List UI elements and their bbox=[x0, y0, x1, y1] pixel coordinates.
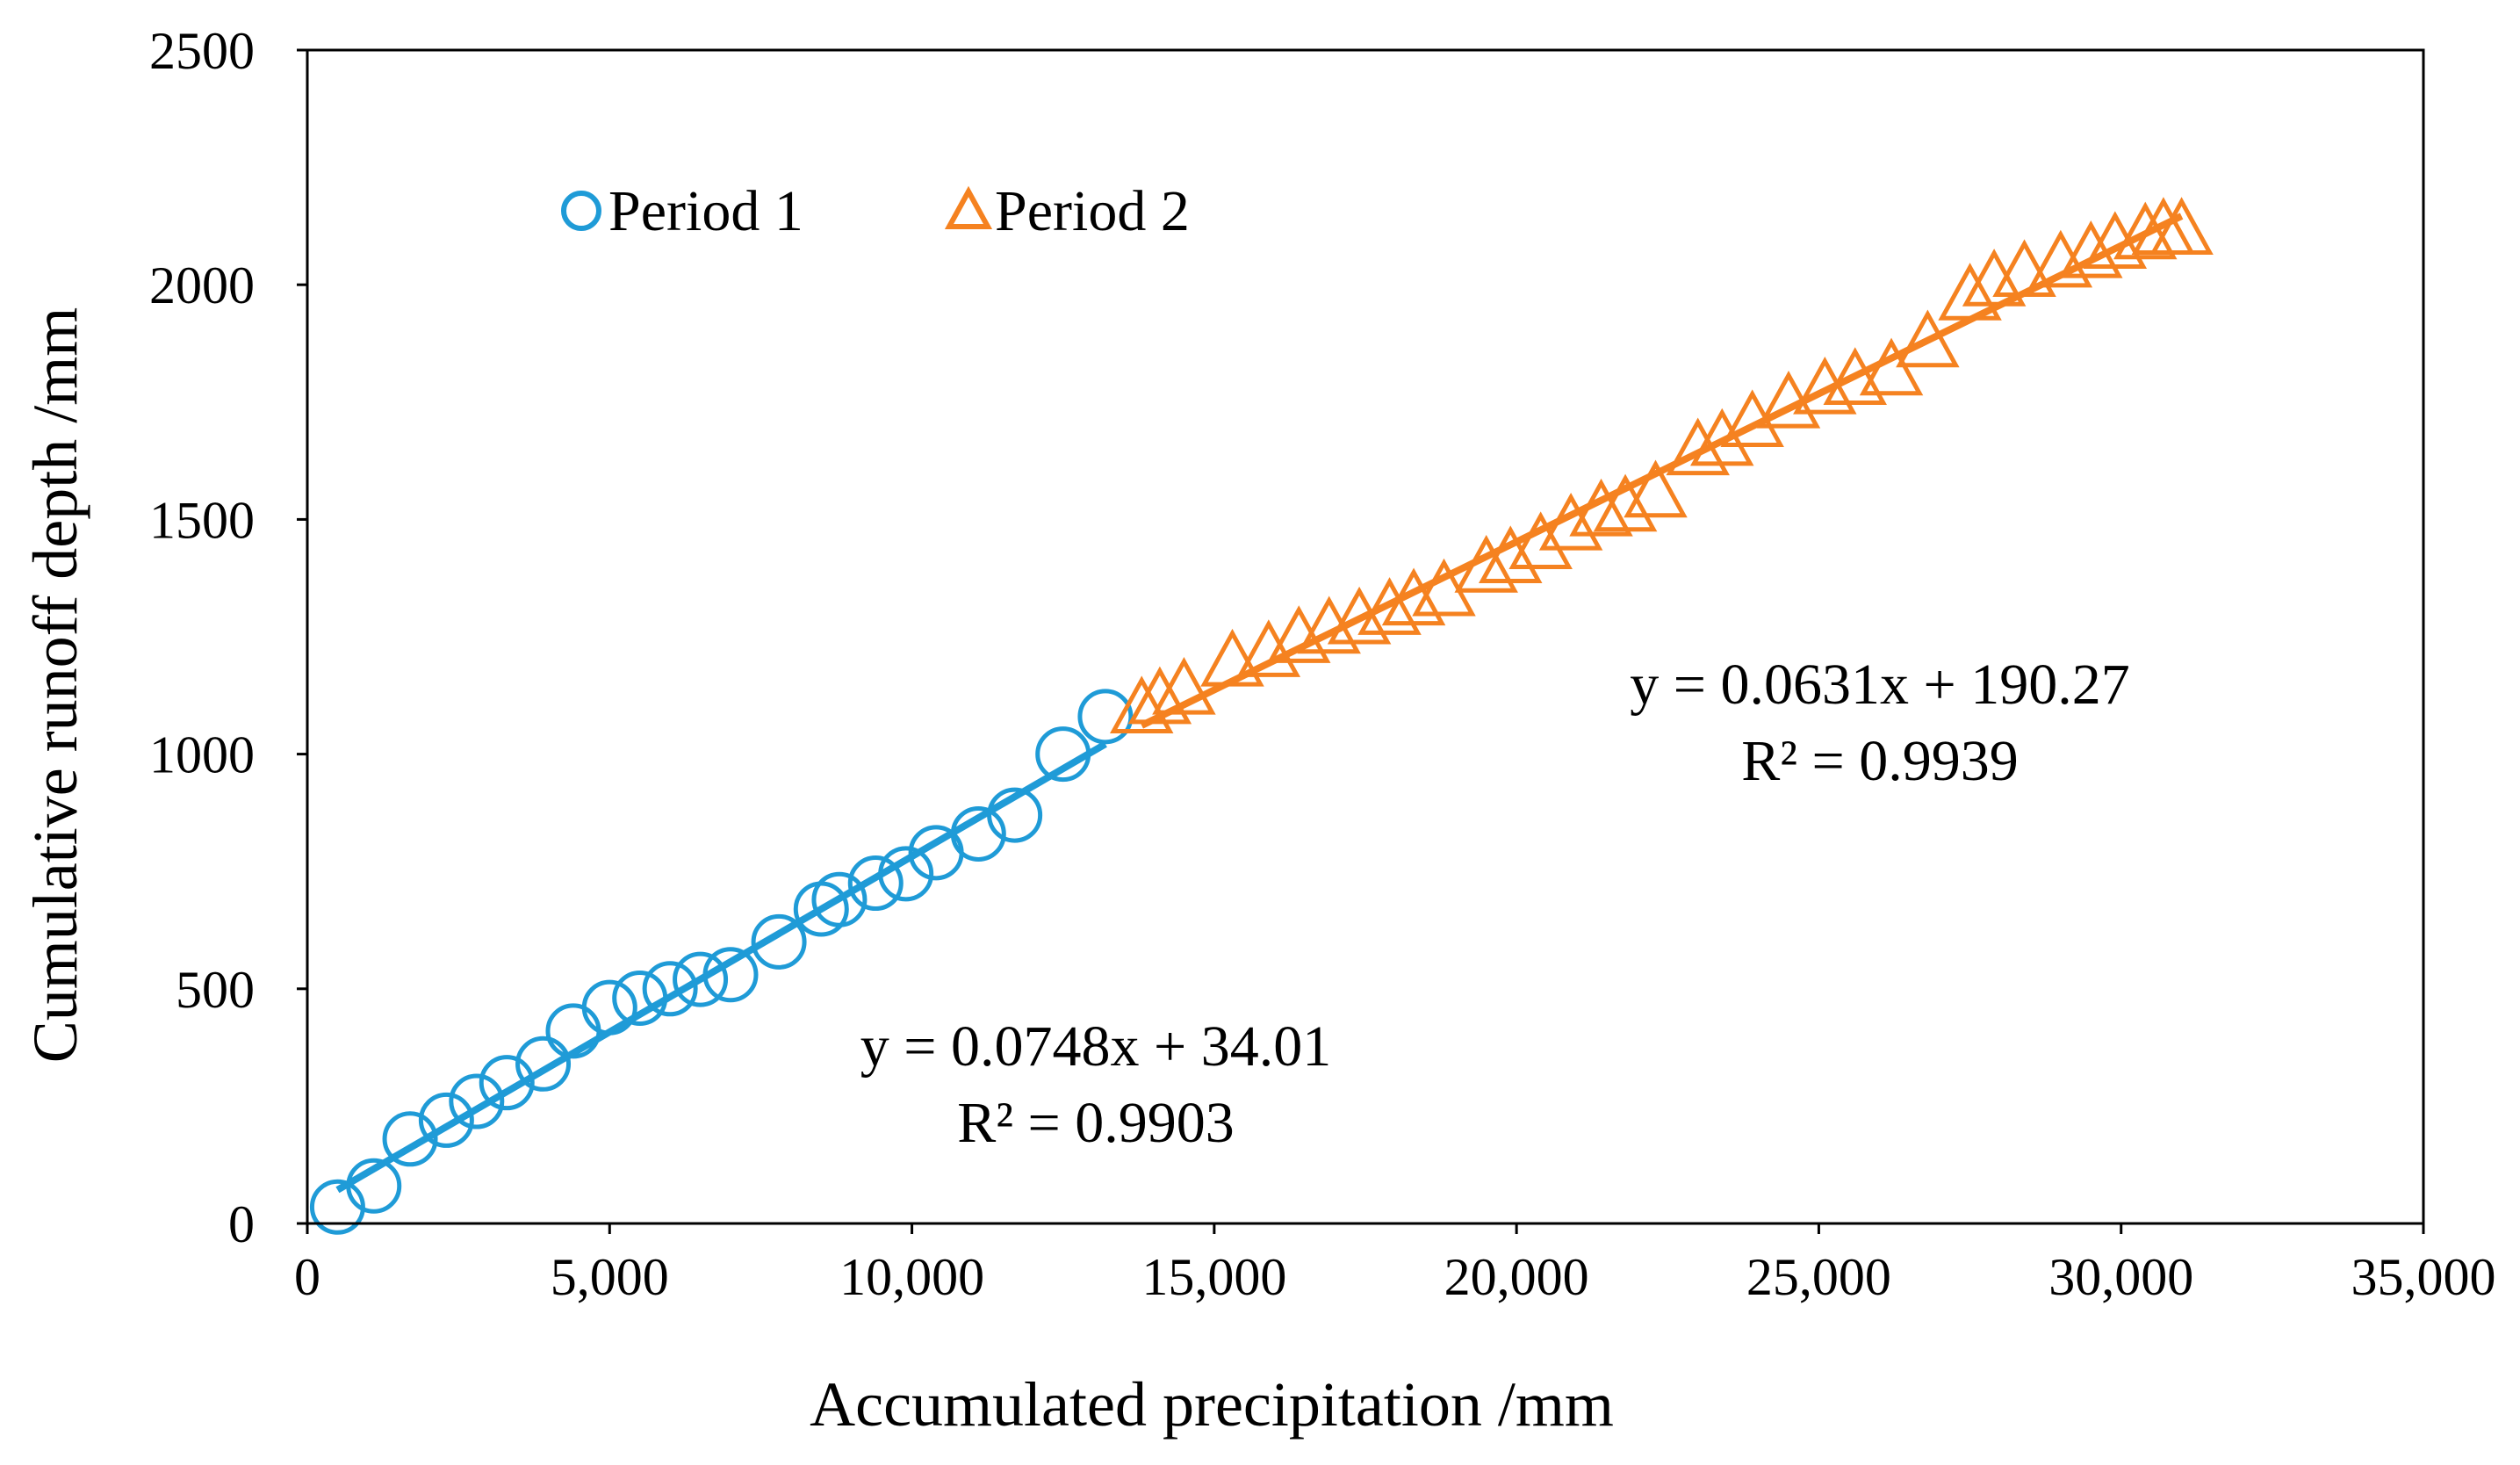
data-point-period-1 bbox=[811, 871, 868, 927]
data-point-period-2 bbox=[1690, 408, 1754, 466]
data-point-period-2 bbox=[1327, 586, 1392, 645]
data-point-period-2 bbox=[1236, 619, 1301, 677]
x-tick-label: 35,000 bbox=[2351, 1248, 2496, 1306]
data-point-period-1 bbox=[418, 1092, 474, 1148]
x-axis-ticks: 0 5,000 10,000 15,000 20,000 25,000 30,000 35,0… bbox=[294, 1223, 2496, 1306]
y-tick-label: 500 bbox=[176, 961, 255, 1019]
trendline-layer bbox=[335, 213, 2184, 1194]
data-point-period-2 bbox=[2028, 229, 2093, 288]
data-point-period-2 bbox=[1152, 656, 1216, 715]
data-point-period-2 bbox=[1593, 473, 1658, 532]
data-point-period-2 bbox=[1508, 511, 1573, 570]
data-point-period-1 bbox=[479, 1055, 535, 1111]
data-point-period-1 bbox=[449, 1073, 505, 1129]
legend-label-period-2: Period 2 bbox=[995, 179, 1190, 243]
data-point-period-2 bbox=[1267, 605, 1331, 663]
x-tick-label: 15,000 bbox=[1141, 1248, 1286, 1306]
data-point-period-1 bbox=[515, 1036, 572, 1092]
data-point-period-2 bbox=[1896, 309, 1960, 368]
data-point-period-2 bbox=[2113, 201, 2178, 260]
equation-period-2: y = 0.0631x + 190.27 bbox=[1630, 653, 2129, 717]
x-tick-label: 20,000 bbox=[1444, 1248, 1589, 1306]
data-point-period-2 bbox=[1127, 666, 1192, 725]
data-point-period-2 bbox=[1109, 675, 1174, 734]
legend-marker-period-1 bbox=[561, 191, 601, 231]
x-tick-label: 5,000 bbox=[551, 1248, 669, 1306]
trendline-equation-period-1: y = 0.0748x + 34.01 R² = 0.9903 bbox=[860, 1014, 1331, 1155]
equation-period-1: y = 0.0748x + 34.01 bbox=[860, 1014, 1331, 1079]
data-point-period-1 bbox=[642, 961, 698, 1017]
data-point-period-1 bbox=[382, 1111, 438, 1167]
y-tick-label: 0 bbox=[228, 1195, 255, 1253]
r-squared-period-2: R² = 0.9939 bbox=[1741, 729, 2019, 793]
y-tick-label: 2000 bbox=[149, 256, 255, 314]
x-tick-label: 25,000 bbox=[1746, 1248, 1891, 1306]
legend-marker-period-2 bbox=[944, 185, 993, 229]
data-point-period-2 bbox=[1624, 459, 1688, 518]
x-axis-title: Accumulated precipitation /mm bbox=[810, 1369, 1614, 1440]
legend: Period 1 Period 2 bbox=[561, 179, 1190, 243]
y-axis-ticks: 0 500 1000 1500 2000 2500 bbox=[149, 22, 307, 1253]
data-point-period-1 bbox=[673, 951, 729, 1007]
data-point-period-1 bbox=[847, 855, 904, 912]
x-tick-label: 0 bbox=[294, 1248, 320, 1306]
y-tick-label: 2500 bbox=[149, 22, 255, 80]
data-point-period-1 bbox=[1077, 689, 1134, 745]
y-axis-title: Cumulative runoff depth /mm bbox=[20, 307, 90, 1064]
trendline-period-1 bbox=[335, 740, 1107, 1194]
legend-label-period-1: Period 1 bbox=[608, 179, 803, 243]
r-squared-period-1: R² = 0.9903 bbox=[957, 1091, 1235, 1155]
trendline-equation-period-2: y = 0.0631x + 190.27 R² = 0.9939 bbox=[1630, 653, 2129, 793]
x-tick-label: 10,000 bbox=[839, 1248, 984, 1306]
y-tick-label: 1500 bbox=[149, 491, 255, 549]
data-point-period-1 bbox=[751, 913, 807, 970]
trendline-period-2 bbox=[1140, 213, 2184, 729]
x-tick-label: 30,000 bbox=[2048, 1248, 2193, 1306]
data-point-period-2 bbox=[1823, 347, 1887, 405]
data-point-period-2 bbox=[2149, 197, 2214, 255]
y-tick-label: 1000 bbox=[149, 726, 255, 784]
plot-area-frame bbox=[306, 48, 2425, 1225]
